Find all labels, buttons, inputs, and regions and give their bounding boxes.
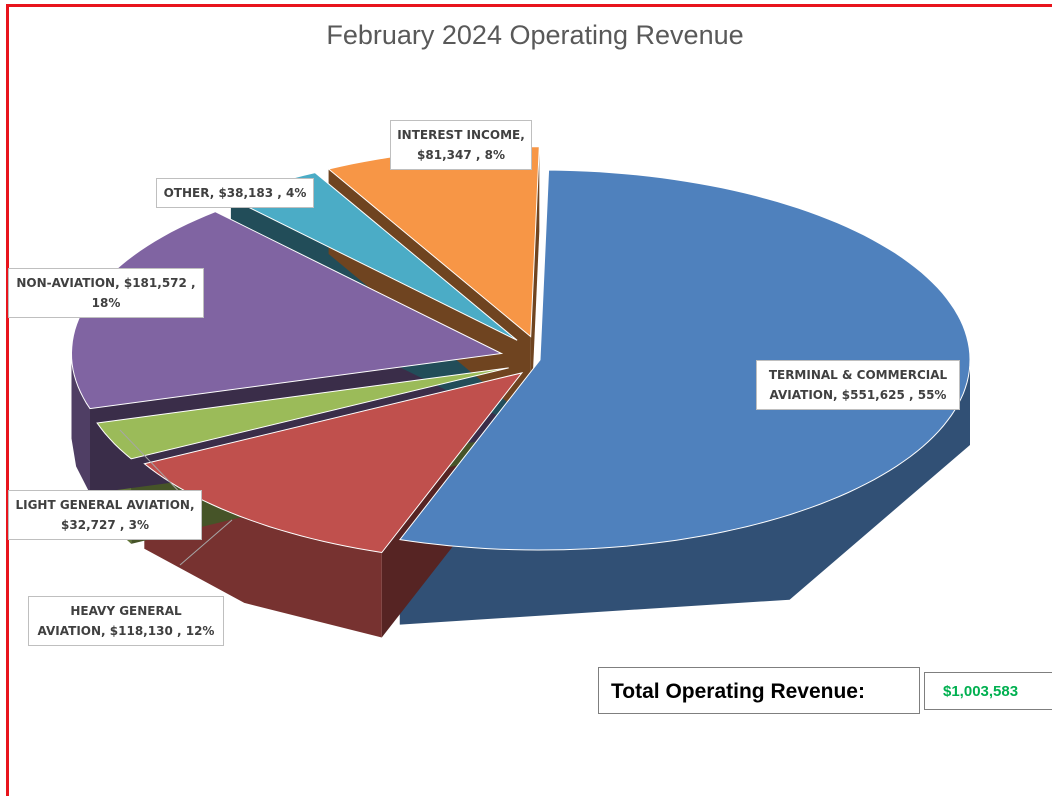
label-category: OTHER bbox=[164, 186, 219, 200]
label-category: LIGHT GENERAL AVIATION bbox=[15, 498, 194, 512]
label-percent: 18% bbox=[91, 296, 121, 310]
chart-title: February 2024 Operating Revenue bbox=[326, 20, 744, 50]
data-label: NON-AVIATION$181,57218% bbox=[8, 268, 204, 318]
label-percent: 55% bbox=[917, 388, 947, 402]
label-category: NON-AVIATION bbox=[16, 276, 124, 290]
slice-side bbox=[399, 360, 970, 625]
label-value: $32,727 bbox=[61, 518, 129, 532]
label-value: $181,572 bbox=[124, 276, 196, 290]
label-value: $81,347 bbox=[417, 148, 485, 162]
total-value: $1,003,583 bbox=[924, 672, 1052, 710]
data-label: HEAVY GENERAL AVIATION$118,13012% bbox=[28, 596, 224, 646]
slice bbox=[398, 169, 971, 551]
label-category: INTEREST INCOME bbox=[397, 128, 525, 142]
data-label: TERMINAL & COMMERCIAL AVIATION$551,62555… bbox=[756, 360, 960, 410]
label-value: $118,130 bbox=[110, 624, 186, 638]
label-value: $551,625 bbox=[842, 388, 918, 402]
label-percent: 3% bbox=[128, 518, 149, 532]
label-percent: 12% bbox=[185, 624, 215, 638]
data-label: OTHER$38,1834% bbox=[156, 178, 314, 208]
slice bbox=[143, 372, 524, 554]
leader-line bbox=[179, 519, 233, 566]
data-label: LIGHT GENERAL AVIATION $32,7273% bbox=[8, 490, 202, 540]
label-value: $38,183 bbox=[218, 186, 286, 200]
slice bbox=[96, 367, 509, 460]
label-percent: 8% bbox=[484, 148, 505, 162]
data-label: INTEREST INCOME $81,3478% bbox=[390, 120, 532, 170]
label-percent: 4% bbox=[286, 186, 307, 200]
slice-side bbox=[71, 353, 90, 494]
frame bbox=[6, 4, 1052, 796]
slice-wall bbox=[530, 146, 540, 422]
total-label: Total Operating Revenue: bbox=[598, 667, 920, 714]
